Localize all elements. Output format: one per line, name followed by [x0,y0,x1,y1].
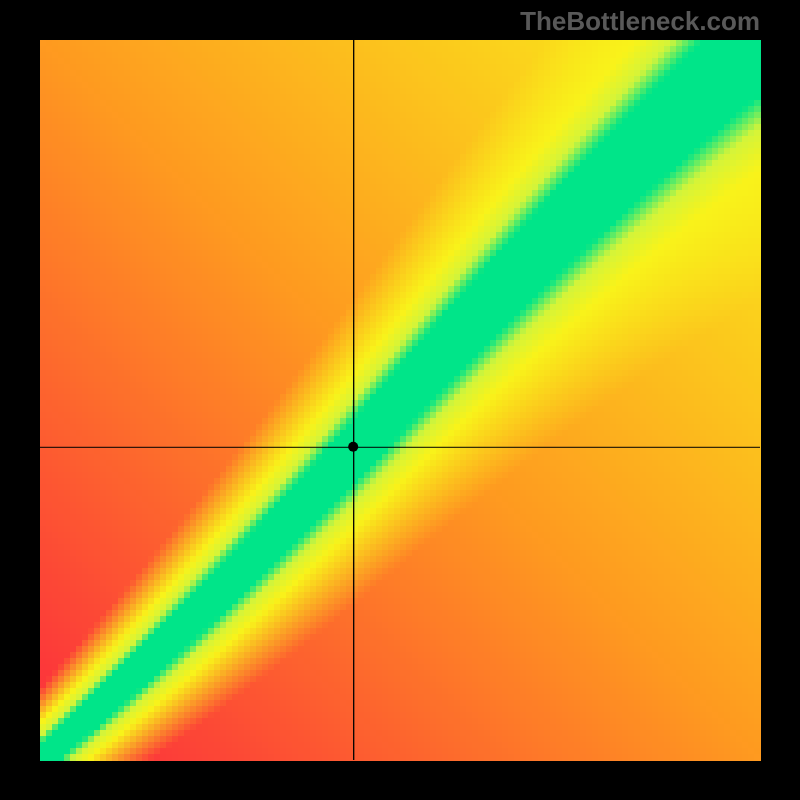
chart-container: TheBottleneck.com [0,0,800,800]
watermark-text: TheBottleneck.com [520,6,760,37]
bottleneck-heatmap [0,0,800,800]
